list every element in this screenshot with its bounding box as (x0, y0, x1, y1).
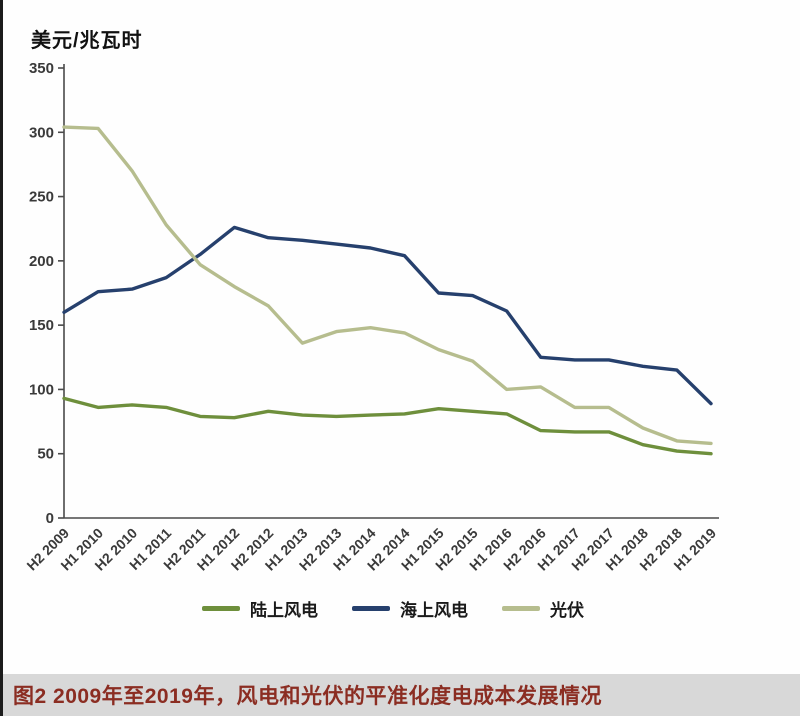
offshore-wind-line-swatch (352, 606, 390, 611)
series-line-solar-pv (62, 125, 713, 446)
legend-item-offshore-wind: 海上风电 (352, 596, 468, 621)
y-tick-label: 50 (37, 446, 54, 463)
y-tick-label: 150 (29, 317, 54, 334)
chart-area: 0 50 100 150 200 250 300 350 H2 2009 H1 2010 H2 20… (7, 52, 767, 600)
solar-pv-line-swatch (502, 606, 540, 611)
figure-caption-bar: 图2 2009年至2019年，风电和光伏的平准化度电成本发展情况 (3, 674, 800, 716)
series-line-offshore-wind (62, 225, 713, 406)
legend-item-solar-pv: 光伏 (502, 596, 584, 621)
y-axis-unit-label: 美元/兆瓦时 (31, 30, 143, 52)
y-tick-label: 300 (29, 124, 54, 141)
legend-label-onshore-wind: 陆上风电 (250, 601, 318, 620)
y-tick-label: 0 (46, 510, 54, 527)
figure-caption: 图2 2009年至2019年，风电和光伏的平准化度电成本发展情况 (13, 685, 602, 708)
chart-legend: 陆上风电 海上风电 光伏 (3, 596, 783, 621)
y-tick-label: 200 (29, 253, 54, 270)
legend-label-offshore-wind: 海上风电 (400, 601, 468, 620)
series-line-onshore-wind (62, 396, 713, 456)
legend-item-onshore-wind: 陆上风电 (202, 596, 318, 621)
y-tick-label: 100 (29, 381, 54, 398)
y-tick-label: 350 (29, 60, 54, 77)
onshore-wind-line-swatch (202, 606, 240, 611)
legend-label-solar-pv: 光伏 (550, 601, 584, 620)
y-tick-label: 250 (29, 189, 54, 206)
